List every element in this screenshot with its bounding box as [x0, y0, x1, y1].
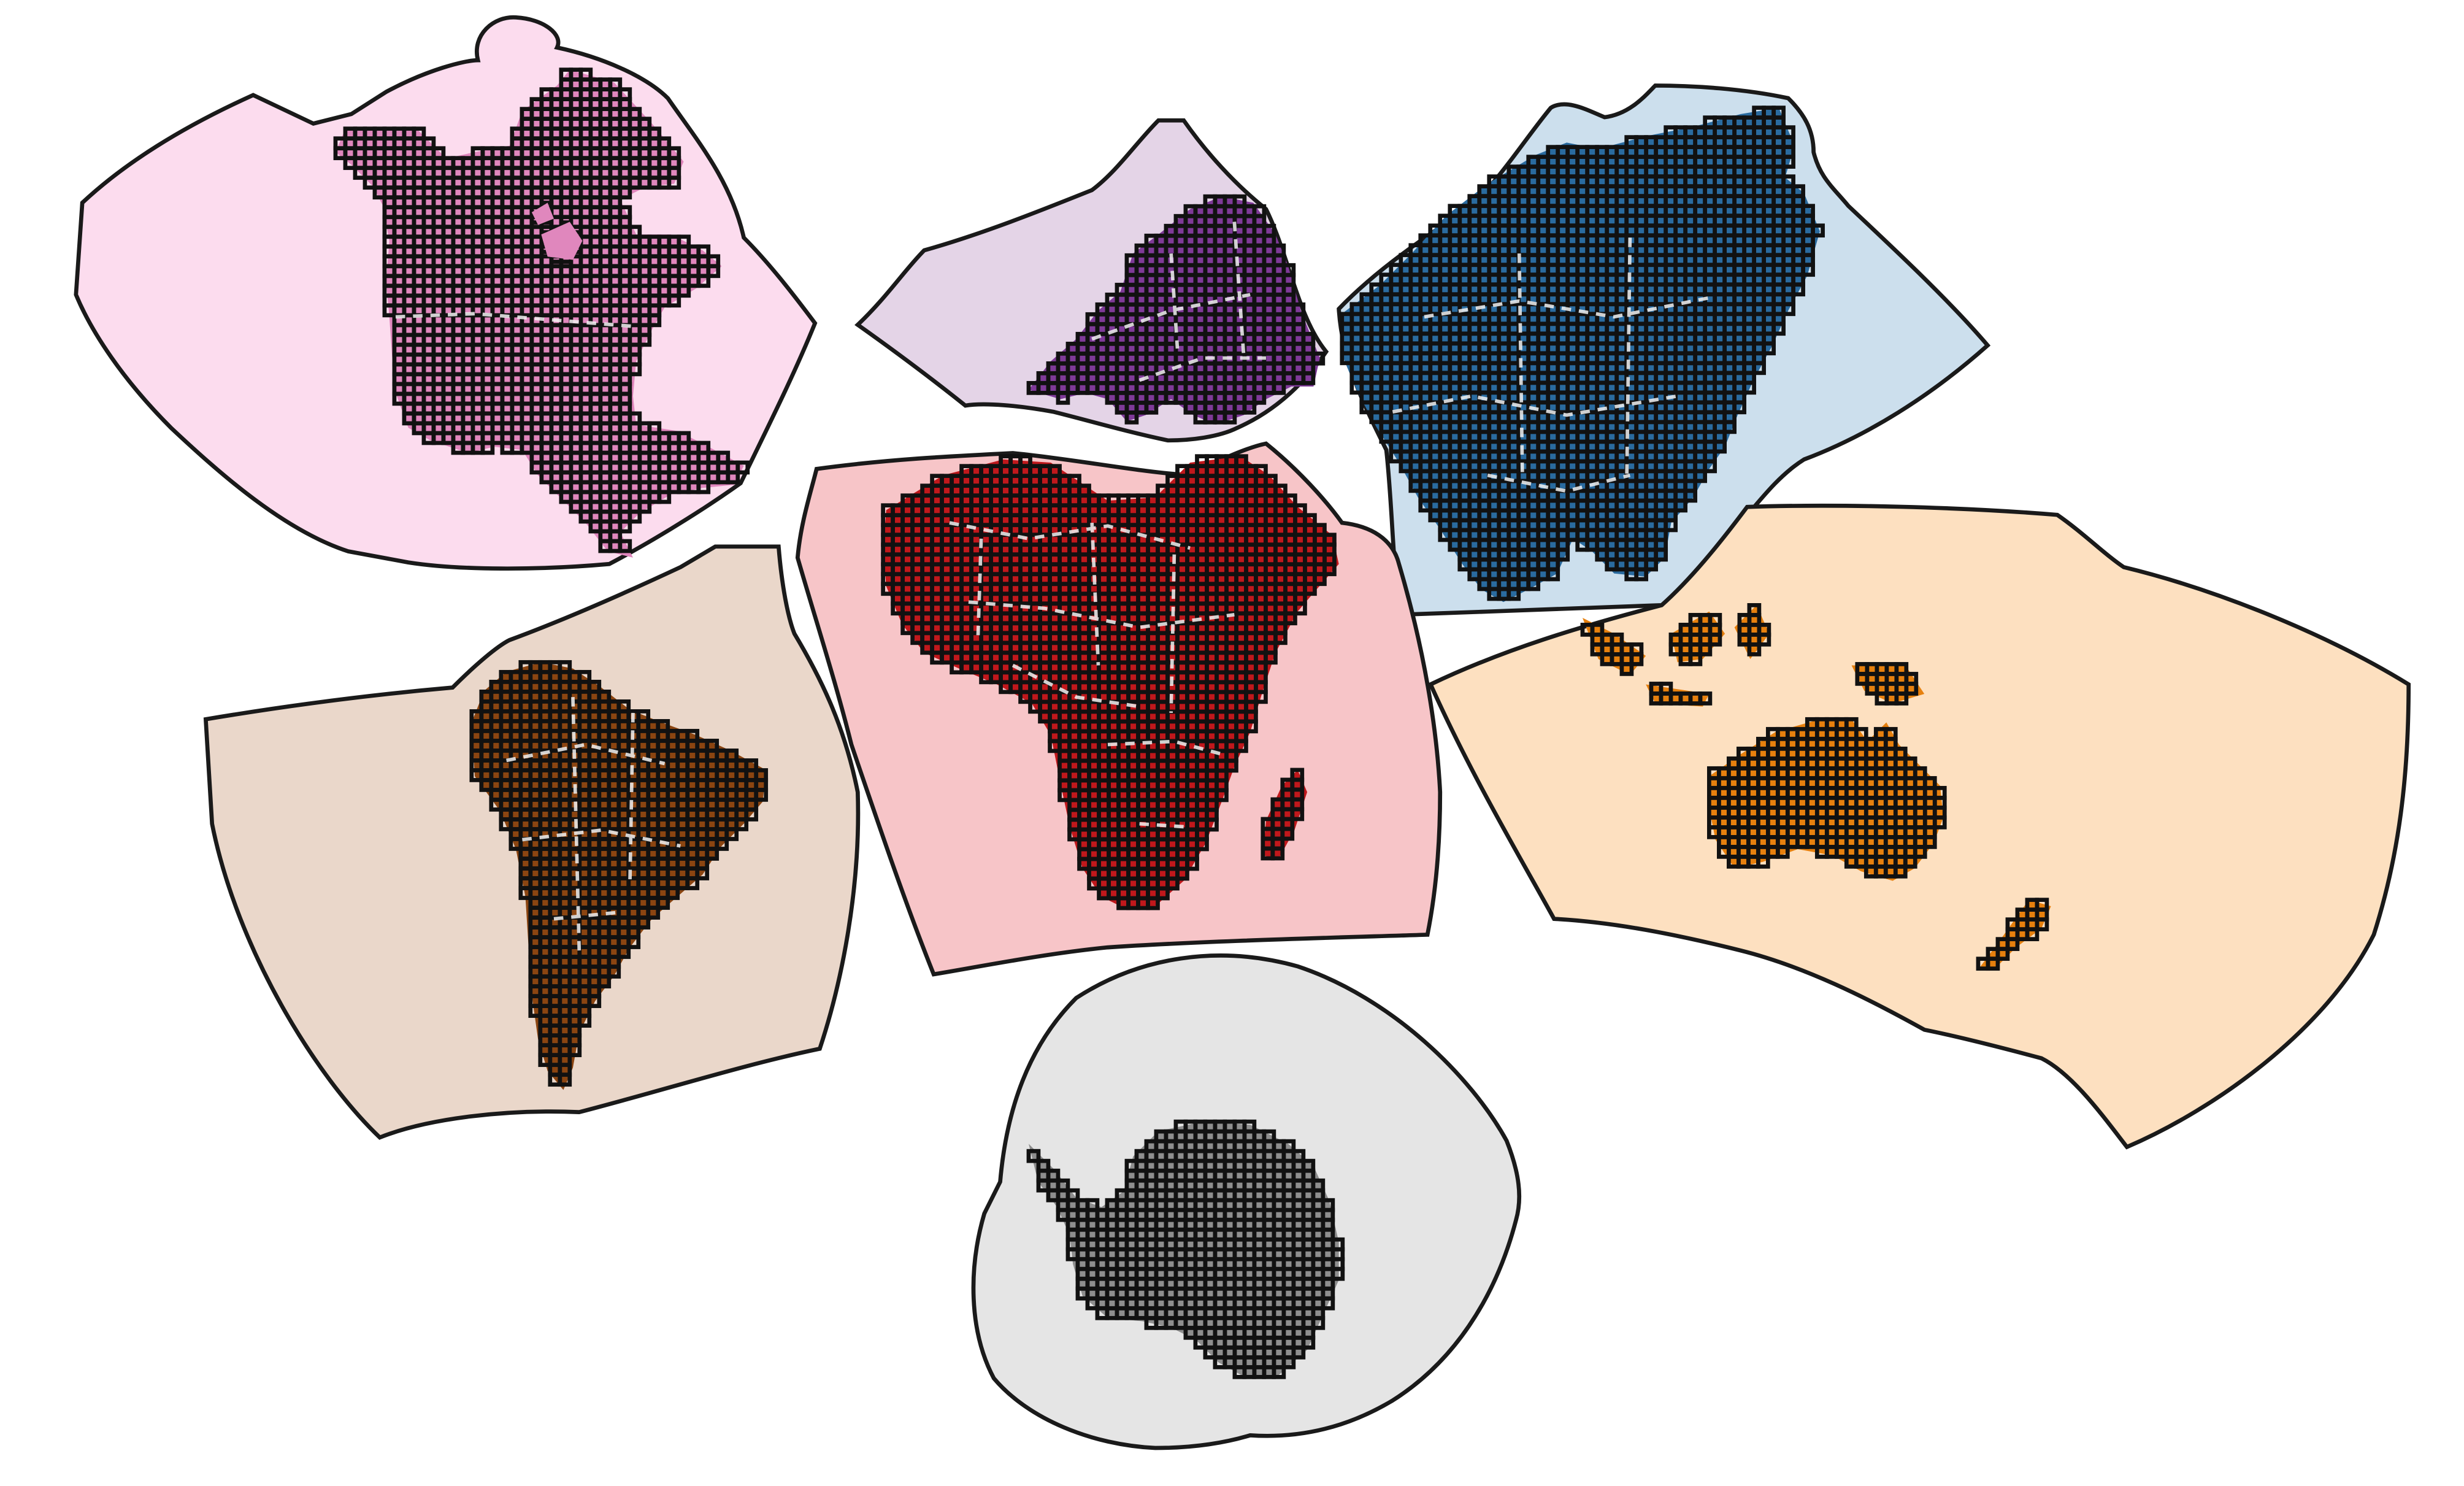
grid-cell: [647, 313, 662, 328]
grid-cell: [1311, 351, 1326, 366]
region-africa: [795, 441, 1443, 977]
grid-cell: [618, 519, 632, 534]
grid-cell: [1124, 410, 1139, 425]
region-asia: [1337, 83, 1991, 617]
region-south-america: [203, 544, 861, 1140]
grid-cell: [618, 185, 632, 200]
grid-cell: [1771, 321, 1786, 336]
grid-cell: [1781, 155, 1795, 169]
grid-cell: [1252, 391, 1267, 405]
grid-cell: [618, 539, 632, 553]
grid-cell: [667, 175, 681, 190]
grid-cell: [706, 264, 721, 279]
grid-cell: [1272, 380, 1286, 395]
grid-cell: [1781, 302, 1795, 317]
grid-cell: [1791, 282, 1805, 297]
grid-cell: [1222, 410, 1237, 425]
grid-cell: [1301, 371, 1316, 385]
region-north-america: [74, 15, 818, 571]
grid-cell: [696, 480, 711, 495]
grid-cell: [677, 283, 691, 298]
region-europe: [854, 118, 1329, 443]
grid-cell: [637, 499, 652, 514]
grid-cell: [735, 460, 750, 475]
grid-cell: [1242, 401, 1257, 415]
grid-cell: [696, 274, 711, 288]
grid-cell: [480, 441, 495, 455]
grid-cell: [628, 362, 642, 377]
grid-cell: [657, 490, 672, 504]
grid-cell: [726, 470, 740, 485]
grid-cell: [1811, 223, 1825, 238]
grid-cell: [1144, 401, 1159, 415]
grid-cell: [1801, 263, 1815, 277]
grid-cell: [667, 293, 681, 308]
north-america-islands: [531, 202, 583, 260]
grid-cell: [1056, 391, 1070, 405]
europe-cells: [1026, 194, 1326, 425]
grid-cell: [637, 333, 652, 347]
grid-cell: [628, 509, 642, 524]
